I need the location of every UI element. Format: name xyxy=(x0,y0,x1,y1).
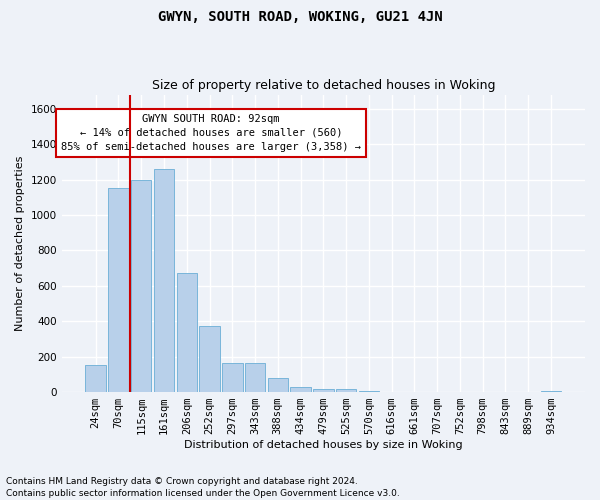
Bar xyxy=(290,387,311,392)
Text: GWYN SOUTH ROAD: 92sqm
← 14% of detached houses are smaller (560)
85% of semi-de: GWYN SOUTH ROAD: 92sqm ← 14% of detached… xyxy=(61,114,361,152)
Bar xyxy=(154,169,174,392)
Bar xyxy=(313,388,334,392)
Bar xyxy=(85,364,106,392)
Bar xyxy=(131,180,151,392)
X-axis label: Distribution of detached houses by size in Woking: Distribution of detached houses by size … xyxy=(184,440,463,450)
Bar xyxy=(336,390,356,392)
Bar xyxy=(245,363,265,392)
Text: GWYN, SOUTH ROAD, WOKING, GU21 4JN: GWYN, SOUTH ROAD, WOKING, GU21 4JN xyxy=(158,10,442,24)
Bar xyxy=(541,391,561,392)
Bar xyxy=(222,363,242,392)
Bar xyxy=(359,390,379,392)
Bar xyxy=(176,274,197,392)
Bar xyxy=(108,188,129,392)
Y-axis label: Number of detached properties: Number of detached properties xyxy=(15,156,25,331)
Bar xyxy=(268,378,288,392)
Text: Contains HM Land Registry data © Crown copyright and database right 2024.
Contai: Contains HM Land Registry data © Crown c… xyxy=(6,476,400,498)
Bar xyxy=(199,326,220,392)
Title: Size of property relative to detached houses in Woking: Size of property relative to detached ho… xyxy=(152,79,495,92)
